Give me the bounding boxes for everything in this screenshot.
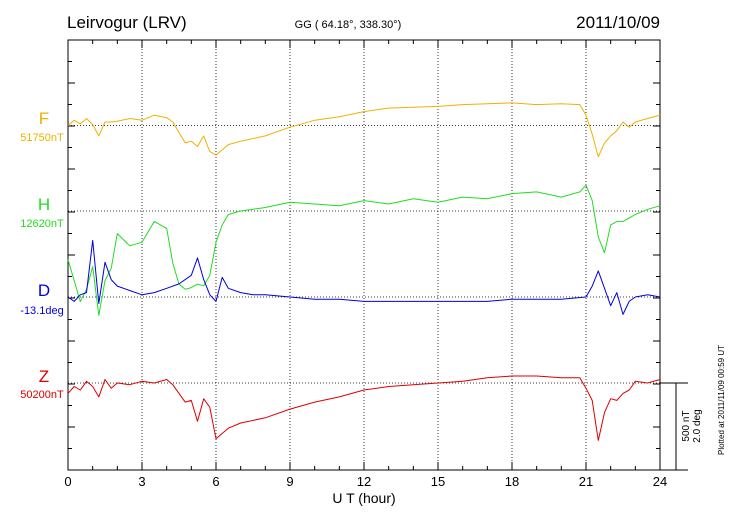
x-axis-label: U T (hour) [332, 490, 395, 506]
scale-deg-label: 2.0 deg [692, 409, 703, 442]
x-tick-label: 6 [212, 474, 219, 489]
series-line-f [67, 102, 661, 158]
x-tick-label: 24 [653, 474, 667, 489]
x-tick-label: 21 [579, 474, 593, 489]
scale-bar: 500 nT 2.0 deg [660, 382, 703, 471]
axis-ticks [67, 40, 661, 470]
x-tick-label: 9 [286, 474, 293, 489]
x-tick-labels: 0 3 6 9 12 15 18 21 24 [64, 474, 667, 489]
x-tick-label: 15 [431, 474, 445, 489]
series-line-d [67, 239, 661, 315]
series-baseline-f: 51750nT [20, 132, 64, 144]
series-line-h [67, 184, 661, 316]
plot-frame [67, 39, 661, 471]
x-tick-label: 3 [138, 474, 145, 489]
station-coords: GG ( 64.18°, 338.30°) [295, 19, 402, 31]
series-baseline-d: -13.1deg [20, 305, 63, 317]
series-line-z [67, 375, 661, 441]
series-name-h: H [38, 195, 50, 214]
scale-nt-label: 500 nT [681, 410, 692, 441]
series-baseline-z: 50200nT [20, 389, 64, 401]
x-tick-label: 12 [357, 474, 371, 489]
series-baseline-h: 12620nT [20, 218, 64, 230]
x-tick-label: 18 [505, 474, 519, 489]
station-title: Leirvogur (LRV) [67, 13, 187, 32]
series-name-d: D [38, 281, 50, 300]
series-labels: F 51750nT H 12620nT D -13.1deg Z 50200nT [20, 109, 64, 401]
series-group [67, 102, 661, 441]
x-tick-label: 0 [64, 474, 71, 489]
series-name-z: Z [39, 367, 49, 386]
series-name-f: F [39, 109, 49, 128]
plotted-note: Plotted at 2011/11/09 00:59 UT [717, 345, 726, 455]
chart-date: 2011/10/09 [576, 13, 660, 32]
